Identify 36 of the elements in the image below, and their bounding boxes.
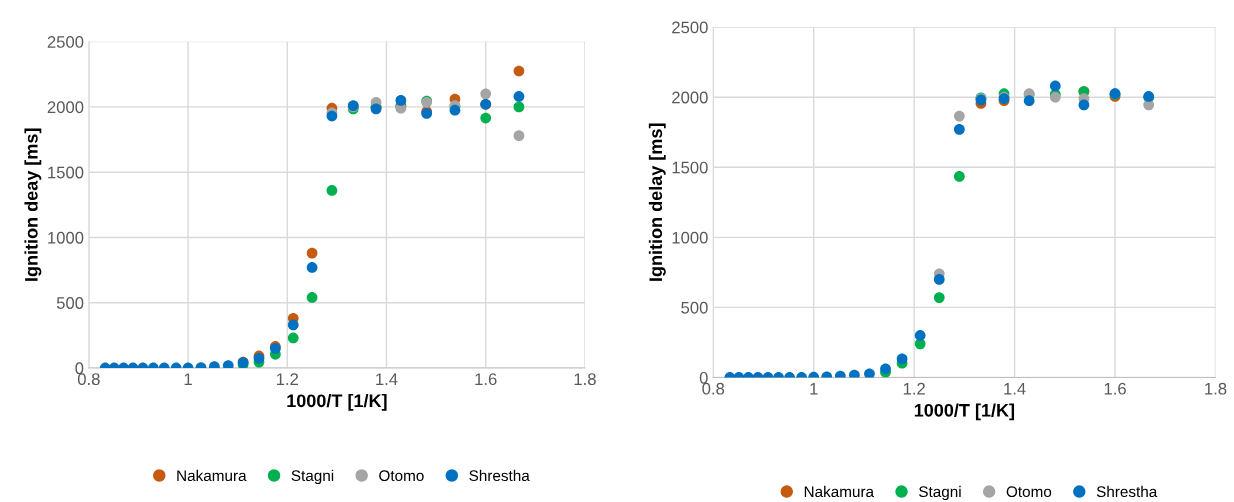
y-tick-label: 0: [699, 371, 708, 384]
legend-label: Shrestha: [469, 469, 530, 482]
y-tick-label: 2000: [47, 101, 84, 114]
y-tick-label: 1500: [48, 166, 84, 179]
x-tick-label: 1.2: [903, 382, 925, 395]
x-axis-title: 1000/T [1/K]: [914, 403, 1015, 421]
legend-label: Stagni: [291, 469, 334, 485]
y-axis-title: Ignition deay [ms]: [24, 128, 42, 281]
y-tick-label: 1000: [672, 231, 708, 244]
x-tick-label: 1.6: [475, 373, 497, 386]
x-tick-label: 1.4: [376, 373, 398, 385]
y-tick-label: 0: [75, 362, 84, 375]
x-tick-label: 1.8: [1205, 382, 1227, 395]
legend-label: Otomo: [1006, 486, 1052, 498]
y-tick-label: 500: [681, 301, 708, 314]
x-tick-label: 1.2: [276, 373, 299, 385]
x-tick-label: 1.4: [1004, 382, 1026, 395]
y-tick-label: 500: [56, 297, 84, 309]
y-tick-label: 2500: [672, 21, 708, 34]
x-tick-label: 1: [810, 382, 818, 395]
y-tick-label: 1500: [672, 161, 708, 174]
legend-label: Nakamura: [177, 469, 247, 482]
y-tick-label: 1000: [48, 231, 84, 244]
x-tick-label: 0.8: [77, 373, 100, 386]
x-tick-label: 1.8: [574, 373, 596, 386]
x-tick-label: 1: [184, 373, 192, 385]
x-tick-label: 0.8: [702, 382, 725, 395]
legend-label: Nakamura: [804, 485, 875, 498]
y-axis-title: Ignition delay [ms]: [648, 123, 666, 281]
legend-label: Shrestha: [1096, 485, 1158, 498]
y-tick-label: 2000: [672, 91, 708, 104]
legend-label: Otomo: [379, 470, 424, 482]
x-axis-title: 1000/T [1/K]: [287, 393, 387, 411]
legend-label: Stagni: [919, 485, 961, 501]
y-tick-label: 2500: [47, 36, 84, 48]
x-tick-label: 1.6: [1104, 382, 1126, 395]
